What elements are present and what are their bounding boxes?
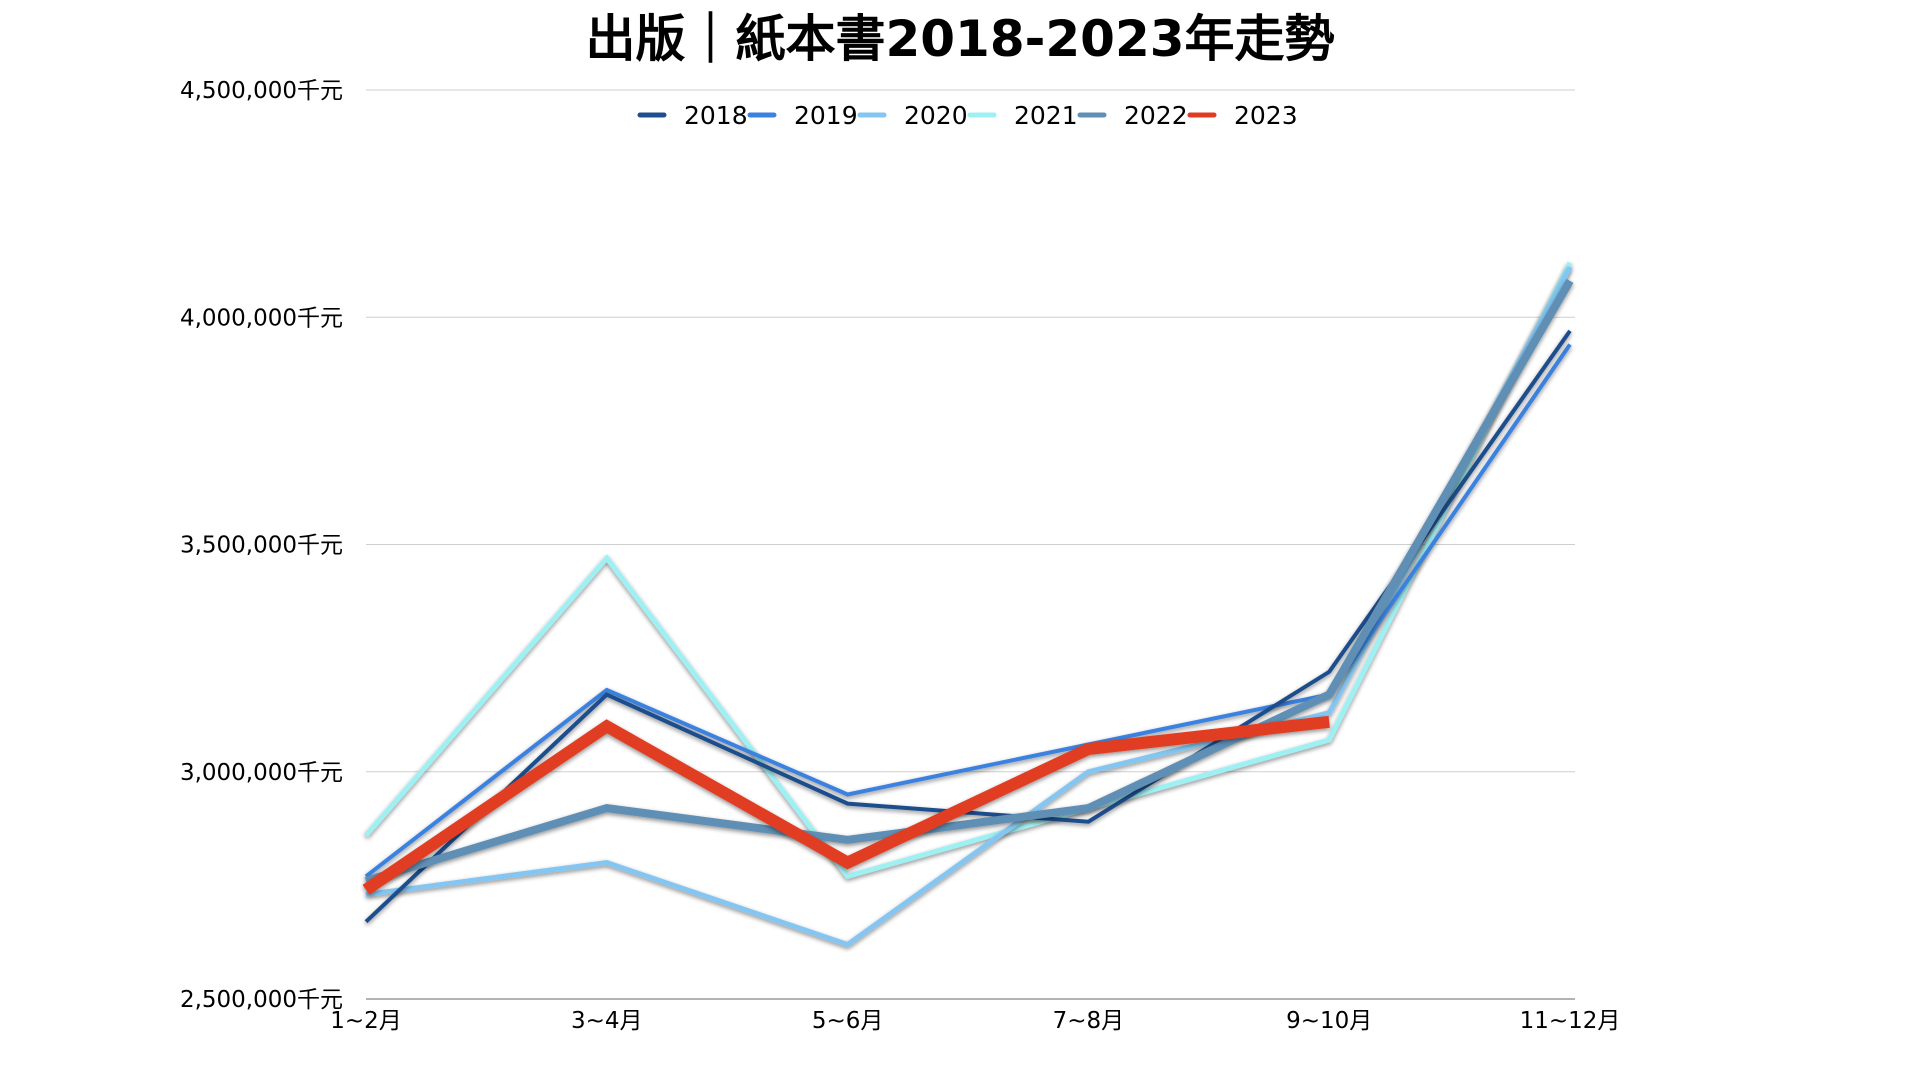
legend-label-2018: 2018 <box>684 101 748 130</box>
gridlines <box>366 89 1575 1000</box>
legend-label-2020: 2020 <box>904 101 968 130</box>
series-lines <box>362 261 1574 948</box>
x-tick-label: 9~10月 <box>1286 1008 1372 1034</box>
x-tick-label: 3~4月 <box>571 1008 643 1034</box>
chart-title: 出版｜紙本書2018-2023年走勢 <box>585 10 1334 68</box>
x-tick-label: 5~6月 <box>812 1008 884 1034</box>
series-line-2022 <box>364 278 1574 885</box>
y-tick-label: 3,500,000千元 <box>180 533 343 559</box>
legend-label-2021: 2021 <box>1014 101 1078 130</box>
series-line-2023 <box>362 715 1330 895</box>
series-line-2019 <box>364 343 1572 878</box>
x-tick-label: 11~12月 <box>1520 1008 1621 1034</box>
legend: 2018 2019 2020 2021 2022 2023 <box>637 101 1298 130</box>
x-tick-label: 1~2月 <box>330 1008 402 1034</box>
series-line-2018 <box>364 329 1572 924</box>
legend-label-2022: 2022 <box>1124 101 1188 130</box>
y-tick-label: 2,500,000千元 <box>180 987 343 1013</box>
y-tick-label: 4,000,000千元 <box>180 305 343 331</box>
y-axis-tick-labels: 2,500,000千元 3,000,000千元 3,500,000千元 4,000,0… <box>180 78 343 1013</box>
y-tick-label: 4,500,000千元 <box>180 78 343 104</box>
x-axis-tick-labels: 1~2月 3~4月 5~6月 7~8月 9~10月 11~12月 <box>330 1008 1620 1034</box>
legend-label-2023: 2023 <box>1234 101 1298 130</box>
series-line-2021 <box>364 261 1573 880</box>
y-tick-label: 3,000,000千元 <box>180 760 343 786</box>
legend-label-2019: 2019 <box>794 101 858 130</box>
x-tick-label: 7~8月 <box>1053 1008 1125 1034</box>
